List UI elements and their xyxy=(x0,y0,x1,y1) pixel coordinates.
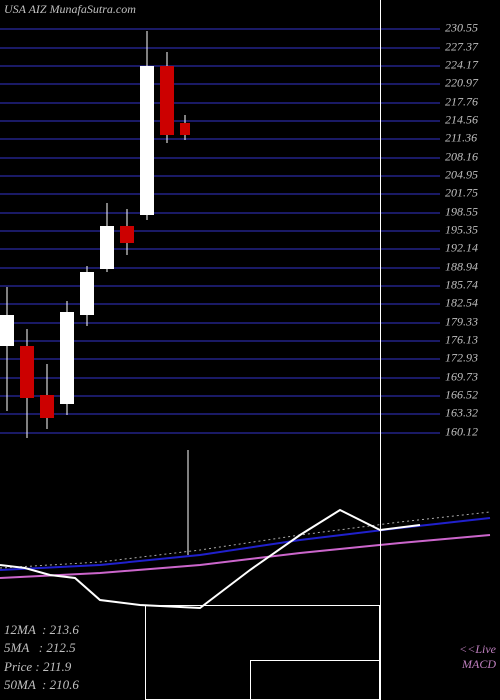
info-row: 50MA : 210.6 xyxy=(4,676,79,694)
price-panel: 230.55227.37224.17220.97217.76214.56211.… xyxy=(0,10,440,450)
gridline xyxy=(0,102,440,104)
candle xyxy=(180,115,190,141)
y-axis-label: 169.73 xyxy=(445,369,478,384)
candle xyxy=(0,287,14,410)
info-row: 12MA : 213.6 xyxy=(4,621,79,639)
live-text: <<Live xyxy=(459,642,496,657)
y-axis-label: 198.55 xyxy=(445,204,478,219)
y-axis-label: 204.95 xyxy=(445,167,478,182)
gridline xyxy=(0,157,440,159)
candle xyxy=(100,203,114,272)
y-axis-label: 230.55 xyxy=(445,21,478,36)
candle xyxy=(140,31,154,220)
gridline xyxy=(0,83,440,85)
gridline xyxy=(0,138,440,140)
y-axis-label: 195.35 xyxy=(445,222,478,237)
y-axis-label: 185.74 xyxy=(445,277,478,292)
macd-live-label: <<Live MACD xyxy=(459,642,496,672)
candle xyxy=(80,266,94,326)
candle xyxy=(20,329,34,438)
y-axis-label: 220.97 xyxy=(445,76,478,91)
y-axis-label: 227.37 xyxy=(445,39,478,54)
y-axis-label: 160.12 xyxy=(445,424,478,439)
gridline xyxy=(0,175,440,177)
candle xyxy=(120,209,134,255)
y-axis-label: 172.93 xyxy=(445,351,478,366)
gridline xyxy=(0,65,440,67)
gridline xyxy=(0,47,440,49)
y-axis-label: 176.13 xyxy=(445,332,478,347)
info-row: 5MA : 212.5 xyxy=(4,639,79,657)
candle xyxy=(40,364,54,430)
y-axis-label: 188.94 xyxy=(445,259,478,274)
y-axis-label: 224.17 xyxy=(445,57,478,72)
gridline xyxy=(0,267,440,269)
candle xyxy=(60,301,74,416)
y-axis-label: 179.33 xyxy=(445,314,478,329)
candle xyxy=(160,52,174,144)
y-axis-label: 201.75 xyxy=(445,186,478,201)
chart-header: USA AIZ MunafaSutra.com xyxy=(4,2,136,17)
y-axis-label: 166.52 xyxy=(445,388,478,403)
info-box: 12MA : 213.65MA : 212.5Price : 211.950MA… xyxy=(4,621,79,694)
gridline xyxy=(0,212,440,214)
time-marker-line xyxy=(380,0,381,700)
y-axis-label: 182.54 xyxy=(445,296,478,311)
gridline xyxy=(0,120,440,122)
macd-box xyxy=(250,660,380,700)
gridline xyxy=(0,230,440,232)
macd-text: MACD xyxy=(459,657,496,672)
y-axis-label: 214.56 xyxy=(445,112,478,127)
gridline xyxy=(0,193,440,195)
y-axis-label: 163.32 xyxy=(445,406,478,421)
gridline xyxy=(0,432,440,434)
y-axis-label: 208.16 xyxy=(445,149,478,164)
gridline xyxy=(0,248,440,250)
gridline xyxy=(0,28,440,30)
info-row: Price : 211.9 xyxy=(4,658,79,676)
y-axis-label: 217.76 xyxy=(445,94,478,109)
gridline xyxy=(0,285,440,287)
y-axis-label: 192.14 xyxy=(445,241,478,256)
y-axis-label: 211.36 xyxy=(445,131,477,146)
chart-container: USA AIZ MunafaSutra.com 230.55227.37224.… xyxy=(0,0,500,700)
